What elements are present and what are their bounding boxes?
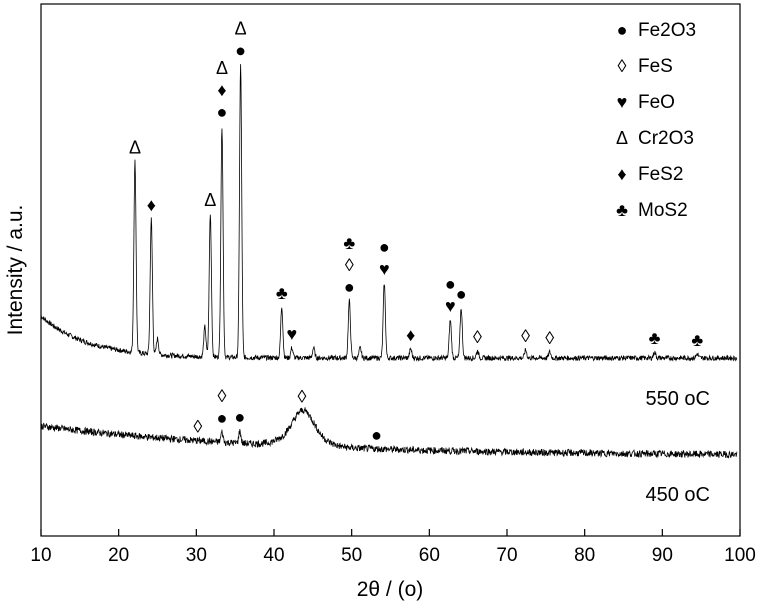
legend-label: FeO [638,92,675,113]
phase-marker: ♦ [217,80,226,100]
phase-marker: Δ [204,190,216,210]
phase-marker: ◊ [193,417,202,437]
phase-markers: Δ♦ Δ●♦Δ●Δ♣♥●◊♣♥●♦♥●●◊ ◊ ◊ ♣ ♣◊ ●◊●◊● [129,18,703,444]
phase-marker: ♦ [406,325,415,345]
legend-symbol: ◊ [618,56,627,76]
phase-marker: ♦ [147,195,156,215]
series-label-450: 450 oC [646,484,711,506]
legend: ● Fe2O3 ◊ FeS ♥ FeO Δ Cr2O3 ♦ FeS2 ♣ MoS2 [616,20,696,221]
phase-marker: ♥ [379,259,390,279]
phase-marker: ♣ [343,233,355,253]
x-axis-label: 2θ / (o) [357,578,424,601]
phase-marker: Δ [235,18,247,38]
phase-marker: ● [371,425,382,445]
phase-marker: ◊ [545,328,554,348]
legend-symbol: ♣ [616,200,628,220]
legend-label: Cr2O3 [638,128,694,149]
phase-marker: ● [445,274,456,294]
legend-label: FeS [638,56,673,77]
x-tick-label: 40 [263,545,284,566]
phase-marker: ◊ [298,387,307,407]
phase-marker: ● [344,277,355,297]
series-line-550 [40,64,738,362]
x-tick-label: 100 [724,545,756,566]
phase-marker: ◊ [521,326,530,346]
phase-marker: Δ [129,137,141,157]
phase-marker: ● [217,408,228,428]
phase-marker: ● [235,40,246,60]
phase-marker: ● [234,407,245,427]
phase-marker: ◊ [473,327,482,347]
series-line-450 [40,407,738,459]
phase-marker: ♥ [287,324,298,344]
x-tick-label: 10 [30,545,51,566]
x-tick-label: 30 [186,545,207,566]
x-tick-label: 50 [341,545,362,566]
legend-symbol: ● [617,20,628,40]
phase-marker: ♣ [276,283,288,303]
phase-marker: ● [456,284,467,304]
x-tick-label: 60 [419,545,440,566]
plot-frame [40,3,741,537]
x-tick-label: 70 [496,545,517,566]
phase-marker: ● [379,237,390,257]
x-tick-label: 20 [108,545,129,566]
phase-marker: Δ [216,58,228,78]
legend-label: FeS2 [638,164,683,185]
legend-symbol: ♥ [617,92,628,112]
phase-marker: ♣ [649,328,661,348]
legend-symbol: ♦ [617,164,626,184]
legend-symbol: Δ [616,128,628,148]
phase-marker: ♣ [691,330,703,350]
y-axis-label: Intensity / a.u. [4,205,27,336]
x-tick-label: 80 [574,545,595,566]
x-axis-ticks: 10 20 30 40 50 60 70 80 90 100 [30,529,756,566]
x-tick-label: 90 [652,545,673,566]
legend-label: Fe2O3 [638,20,696,41]
series-label-550: 550 oC [646,388,711,410]
legend-label: MoS2 [638,200,688,221]
phase-marker: ● [217,102,228,122]
phase-marker: ◊ [345,255,354,275]
phase-marker: ♥ [445,296,456,316]
phase-marker: ◊ [218,386,227,406]
